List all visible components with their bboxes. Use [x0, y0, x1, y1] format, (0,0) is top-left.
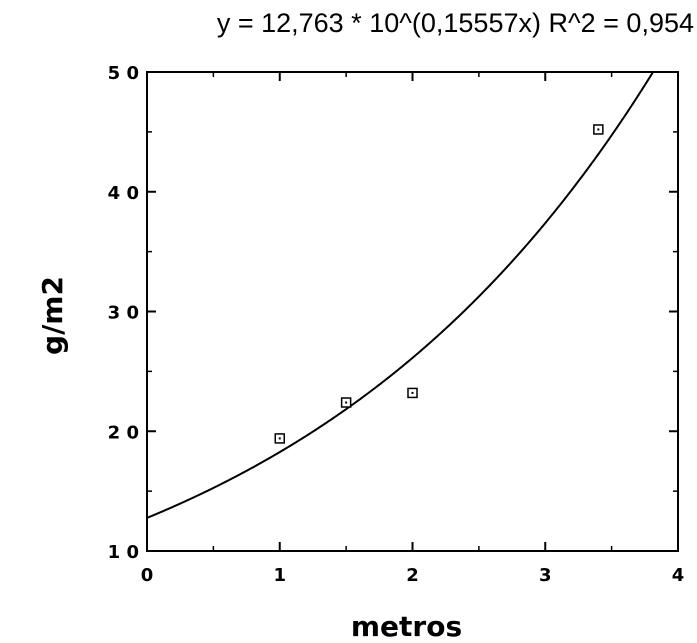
x-tick-label: 0: [141, 565, 154, 586]
x-tick-label: 4: [672, 565, 685, 586]
x-axis-ticks: 0 1 2 3 4: [141, 72, 685, 586]
plot-frame-rect: [146, 71, 679, 552]
x-axis-label: metros: [351, 610, 462, 643]
x-tick-label: 1: [273, 565, 286, 586]
x-tick-label: 2: [406, 565, 419, 586]
y-axis-label: g/m2: [36, 276, 69, 355]
data-point-center: [278, 437, 281, 440]
data-point: [274, 433, 285, 444]
fit-curve-group: [146, 71, 654, 519]
y-tick-label: 2 0: [108, 422, 139, 443]
fit-curve: [146, 71, 654, 519]
data-point: [593, 124, 604, 135]
x-tick-label: 3: [539, 565, 552, 586]
y-tick-label: 1 0: [108, 542, 139, 563]
data-point: [407, 387, 418, 399]
y-tick-label: 3 0: [108, 303, 139, 324]
data-points: [274, 124, 604, 444]
y-tick-label: 4 0: [108, 183, 139, 204]
data-point-center: [597, 128, 600, 131]
y-tick-label: 5 0: [108, 63, 139, 84]
plot-frame: [146, 71, 679, 552]
data-point: [340, 397, 352, 408]
chart-title: y = 12,763 * 10^(0,15557x) R^2 = 0,954: [216, 8, 694, 38]
data-point-center: [345, 401, 348, 404]
y-axis-ticks: 1 0 2 0 3 0 4 0 5 0: [108, 63, 678, 563]
data-point-center: [411, 391, 414, 394]
